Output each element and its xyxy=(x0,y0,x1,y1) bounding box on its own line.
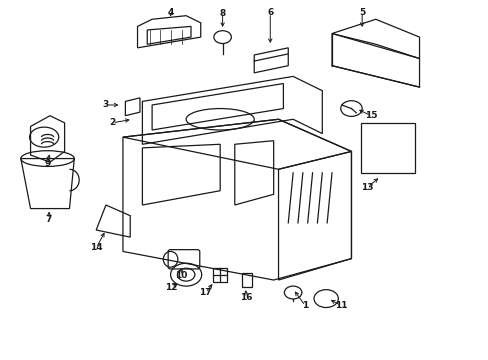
Text: 3: 3 xyxy=(102,100,109,109)
Text: 7: 7 xyxy=(46,215,52,224)
Text: 13: 13 xyxy=(361,183,373,192)
Text: 2: 2 xyxy=(109,118,115,127)
Text: 11: 11 xyxy=(335,301,347,310)
Text: 12: 12 xyxy=(165,283,178,292)
Text: 10: 10 xyxy=(175,271,187,280)
Text: 4: 4 xyxy=(167,8,173,17)
Text: 17: 17 xyxy=(199,288,211,297)
Text: 14: 14 xyxy=(90,243,102,252)
Text: 8: 8 xyxy=(219,9,225,18)
Text: 16: 16 xyxy=(239,293,252,302)
Text: 9: 9 xyxy=(44,159,51,168)
Text: 6: 6 xyxy=(266,8,273,17)
Text: 5: 5 xyxy=(358,8,365,17)
Text: 1: 1 xyxy=(302,301,308,310)
Text: 15: 15 xyxy=(364,111,376,120)
